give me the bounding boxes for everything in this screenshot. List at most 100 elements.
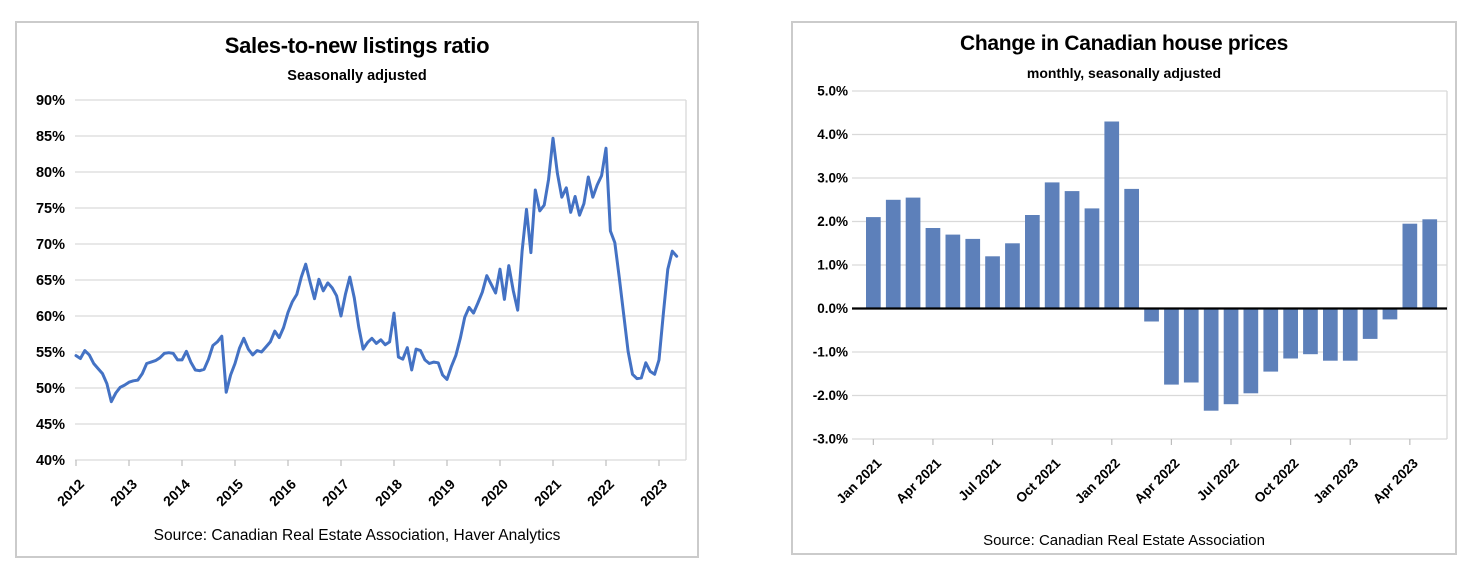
x-tick-label: Jan 2021 bbox=[833, 455, 884, 506]
line-chart-source: Source: Canadian Real Estate Association… bbox=[153, 527, 561, 544]
y-tick-label: 3.0% bbox=[817, 171, 848, 186]
bar-jan-2022 bbox=[1104, 121, 1120, 309]
x-tick-label-group: Apr 2022 bbox=[1132, 456, 1183, 507]
x-tick-label: Oct 2021 bbox=[1013, 455, 1064, 506]
x-tick-label-group: Jul 2021 bbox=[955, 455, 1004, 504]
y-tick-label: 0.0% bbox=[817, 301, 848, 316]
bar-feb-2022 bbox=[1124, 188, 1139, 309]
y-tick-label: 90% bbox=[36, 93, 65, 109]
x-tick-label: 2016 bbox=[266, 476, 299, 509]
x-tick-label-group: 2023 bbox=[637, 476, 670, 509]
x-tick-label: 2015 bbox=[213, 476, 246, 509]
x-tick-label: 2019 bbox=[425, 476, 458, 509]
x-tick-label-group: Jan 2023 bbox=[1310, 455, 1361, 506]
bar-jan-2023 bbox=[1342, 308, 1358, 361]
y-tick-label: 70% bbox=[36, 237, 65, 253]
bar-oct-2022 bbox=[1283, 308, 1298, 359]
x-tick-label: Jul 2021 bbox=[955, 455, 1004, 504]
bar-may-2021 bbox=[945, 234, 961, 309]
line-chart-card: Sales-to-new listings ratio Seasonally a… bbox=[15, 21, 699, 558]
x-tick-label: 2018 bbox=[372, 476, 405, 509]
bar-chart-title: Change in Canadian house prices bbox=[960, 32, 1288, 55]
x-tick-label: 2012 bbox=[54, 476, 87, 509]
y-tick-label: 1.0% bbox=[817, 258, 848, 273]
x-tick-label-group: 2020 bbox=[478, 476, 511, 509]
bar-chart-subtitle: monthly, seasonally adjusted bbox=[1026, 65, 1222, 81]
bar-sep-2022 bbox=[1263, 308, 1279, 372]
bar-sep-2021 bbox=[1025, 215, 1040, 309]
ratio-line-series bbox=[74, 136, 679, 404]
y-tick-label: -2.0% bbox=[813, 388, 848, 403]
bar-apr-2023 bbox=[1402, 223, 1418, 309]
x-tick-label-group: Oct 2021 bbox=[1013, 455, 1064, 506]
bar-jun-2022 bbox=[1203, 308, 1219, 411]
x-tick-label-group: 2019 bbox=[425, 476, 458, 509]
bar-apr-2022 bbox=[1164, 308, 1179, 385]
x-tick-label-group: 2013 bbox=[107, 476, 140, 509]
bar-nov-2022 bbox=[1303, 308, 1318, 355]
x-tick-label: 2017 bbox=[319, 476, 352, 509]
x-tick-label-group: 2014 bbox=[160, 476, 193, 509]
bar-may-2023 bbox=[1422, 219, 1438, 309]
y-tick-label: 80% bbox=[36, 165, 65, 181]
x-tick-label: Apr 2021 bbox=[893, 455, 944, 506]
x-tick-label: 2014 bbox=[160, 476, 193, 509]
x-tick-label: 2023 bbox=[637, 476, 670, 509]
bar-mar-2023 bbox=[1382, 308, 1398, 320]
bar-chart-source: Source: Canadian Real Estate Association bbox=[983, 532, 1265, 549]
line-plot: 90% 85% 80% 75% 70% 65% 60% 55% 50% 45% 40% 2012 201… bbox=[36, 93, 687, 509]
x-tick-label: Jan 2023 bbox=[1310, 455, 1361, 506]
x-tick-label: Apr 2023 bbox=[1370, 455, 1421, 506]
bar-aug-2021 bbox=[1005, 243, 1020, 309]
bar-feb-2021 bbox=[885, 199, 901, 309]
x-tick-label-group: Apr 2021 bbox=[893, 455, 944, 506]
bar-mar-2021 bbox=[905, 197, 921, 309]
line-chart-subtitle: Seasonally adjusted bbox=[287, 68, 427, 84]
x-tick-label-group: Jan 2021 bbox=[833, 455, 884, 506]
x-tick-label: 2013 bbox=[107, 476, 140, 509]
x-tick-label-group: 2022 bbox=[584, 476, 617, 509]
y-tick-label: 55% bbox=[36, 345, 65, 361]
y-tick-label: 85% bbox=[36, 129, 65, 145]
bar-may-2022 bbox=[1183, 308, 1199, 383]
y-tick-label: 60% bbox=[36, 309, 65, 325]
y-tick-label: 40% bbox=[36, 453, 65, 469]
x-tick-label-group: Apr 2023 bbox=[1370, 455, 1421, 506]
y-tick-label: 4.0% bbox=[817, 127, 848, 142]
bar-nov-2021 bbox=[1064, 191, 1080, 309]
x-tick-label-group: 2018 bbox=[372, 476, 405, 509]
bar-jun-2021 bbox=[965, 238, 981, 309]
line-chart-title: Sales-to-new listings ratio bbox=[224, 33, 490, 58]
y-tick-label: 65% bbox=[36, 273, 65, 289]
x-tick-label: 2022 bbox=[584, 476, 617, 509]
x-tick-label: Jul 2022 bbox=[1194, 456, 1242, 504]
y-tick-label: 50% bbox=[36, 381, 65, 397]
bar-jul-2022 bbox=[1223, 308, 1239, 405]
y-tick-label: 2.0% bbox=[817, 214, 848, 229]
bar-apr-2021 bbox=[925, 228, 941, 309]
x-tick-label-group: 2017 bbox=[319, 476, 352, 509]
x-tick-label-group: Oct 2022 bbox=[1251, 456, 1301, 506]
x-tick-label: 2021 bbox=[531, 476, 564, 509]
bar-aug-2022 bbox=[1243, 308, 1259, 394]
x-tick-label-group: 2015 bbox=[213, 476, 246, 509]
y-tick-label: 45% bbox=[36, 417, 65, 433]
x-tick-label: Oct 2022 bbox=[1251, 456, 1301, 506]
x-tick-label-group: 2016 bbox=[266, 476, 299, 509]
bar-dec-2021 bbox=[1084, 208, 1100, 309]
x-tick-label-group: Jul 2022 bbox=[1194, 456, 1242, 504]
x-tick-label: 2020 bbox=[478, 476, 511, 509]
x-tick-label-group: 2012 bbox=[54, 476, 87, 509]
bar-jan-2021 bbox=[866, 217, 881, 309]
bar-plot: 5.0% 4.0% 3.0% 2.0% 1.0% 0.0% -1.0% -2.0% -3.0% J… bbox=[813, 84, 1448, 507]
y-tick-label: 5.0% bbox=[817, 84, 848, 99]
bar-feb-2023 bbox=[1362, 308, 1378, 339]
x-tick-label: Apr 2022 bbox=[1132, 456, 1183, 507]
bar-oct-2021 bbox=[1044, 182, 1060, 309]
y-tick-label: -3.0% bbox=[813, 432, 848, 447]
bar-chart-card: Change in Canadian house prices monthly,… bbox=[791, 21, 1457, 555]
bar-dec-2022 bbox=[1323, 308, 1338, 361]
bar-jul-2021 bbox=[985, 256, 1000, 309]
x-tick-label-group: 2021 bbox=[531, 476, 564, 509]
